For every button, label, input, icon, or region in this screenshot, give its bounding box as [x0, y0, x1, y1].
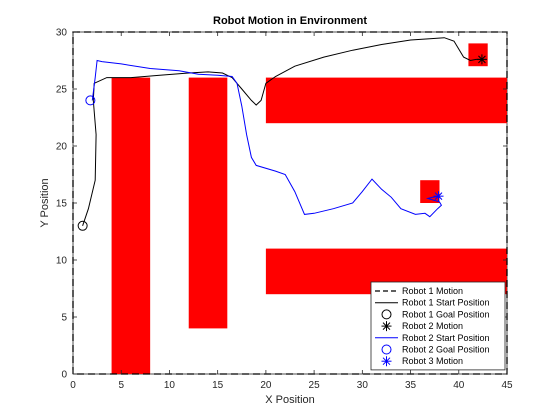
y-tick-label-25: 25	[56, 85, 68, 96]
y-axis: 0 5 10 15 20 25 30	[56, 28, 507, 381]
legend-robot-1-goal-position-swatch	[381, 309, 392, 320]
x-tick-label-0: 0	[70, 380, 76, 391]
x-axis-label: X Position	[265, 394, 315, 406]
x-tick-label-25: 25	[309, 380, 321, 391]
x-tick-label-5: 5	[118, 380, 124, 391]
robot1-path	[82, 37, 481, 226]
y-tick-label-30: 30	[56, 28, 68, 39]
legend-robot-3-motion-swatch	[381, 356, 392, 367]
y-tick-label-5: 5	[61, 313, 67, 324]
legend-robot-2-start-position-label: Robot 2 Start Position	[402, 333, 490, 343]
legend-robot-2-motion-swatch-stroke-4	[382, 322, 391, 330]
legend-robot-2-goal-position-swatch	[381, 344, 392, 355]
y-tick-label-15: 15	[56, 199, 68, 210]
robot2-path	[91, 59, 443, 218]
x-tick-label-40: 40	[453, 380, 465, 391]
obstacle-5	[420, 180, 440, 203]
obstacle-2	[188, 77, 228, 329]
legend-robot-3-motion-label: Robot 3 Motion	[402, 356, 463, 366]
marker-robot-1-goal-position	[476, 54, 487, 65]
y-axis-label: Y Position	[39, 178, 51, 227]
y-tick-label-20: 20	[56, 142, 68, 153]
chart-title: Robot Motion in Environment	[213, 15, 367, 27]
legend-robot-2-motion-swatch	[381, 321, 392, 332]
legend-robot-1-goal-position-label: Robot 1 Goal Position	[402, 309, 490, 319]
x-tick-label-15: 15	[212, 380, 224, 391]
x-axis: 0 5 10 15 20 25 30 35 40 45	[70, 32, 513, 391]
marker-robot-2-goal-position	[433, 191, 444, 202]
x-tick-label-20: 20	[260, 380, 272, 391]
marker-robot-2-goal-position-stroke-4	[434, 192, 443, 201]
legend-robot-2-goal-position-label: Robot 2 Goal Position	[402, 345, 490, 355]
marker-robot-1-goal-position-stroke-4	[478, 55, 486, 64]
marker-robot-2-start-position	[85, 95, 96, 106]
legend-robot-1-start-position-label: Robot 1 Start Position	[402, 298, 490, 308]
x-tick-label-10: 10	[164, 380, 176, 391]
obstacle-3	[265, 77, 507, 124]
x-tick-label-35: 35	[405, 380, 417, 391]
y-tick-label-0: 0	[61, 370, 67, 381]
x-tick-label-30: 30	[357, 380, 369, 391]
legend-robot-2-motion-label: Robot 2 Motion	[402, 321, 463, 331]
marker-robot-1-start-position	[77, 220, 88, 231]
legend-robot-1-motion-label: Robot 1 Motion	[402, 286, 463, 296]
legend-robot-3-motion-swatch-stroke-4	[382, 357, 391, 366]
legend-box	[370, 281, 506, 371]
y-tick-label-10: 10	[56, 256, 68, 267]
obstacle-1	[111, 77, 151, 374]
x-tick-label-45: 45	[501, 380, 513, 391]
